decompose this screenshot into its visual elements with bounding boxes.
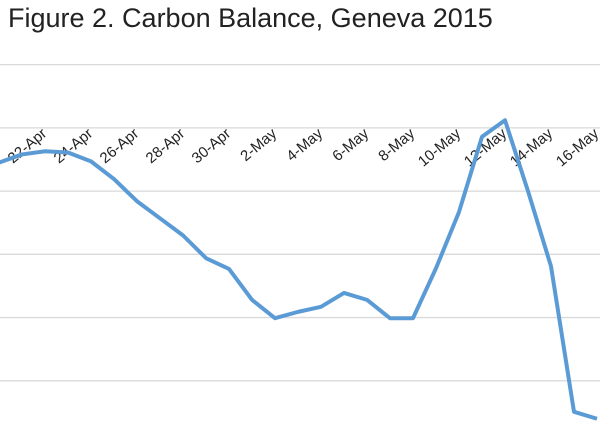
x-tick-label: 2-May: [237, 125, 280, 165]
chart-title: Figure 2. Carbon Balance, Geneva 2015: [8, 3, 493, 33]
x-tick-label: 16-May: [553, 125, 600, 170]
x-tick-label: 4-May: [283, 125, 326, 165]
x-tick-label: 28-Apr: [143, 125, 188, 167]
x-tick-label: 22-Apr: [5, 125, 50, 167]
x-tick-label: 30-Apr: [189, 125, 234, 167]
data-line: [0, 118, 598, 421]
x-tick-label: 12-May: [461, 125, 511, 170]
x-tick-label: 26-Apr: [97, 125, 142, 167]
x-tick-label: 6-May: [329, 125, 372, 165]
x-tick-label: 10-May: [415, 125, 465, 170]
x-tick-label: 8-May: [375, 125, 418, 165]
